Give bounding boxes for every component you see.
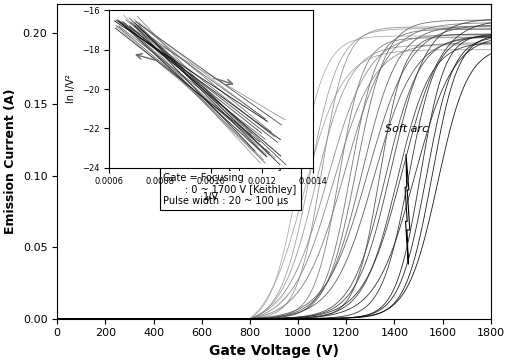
Text: Anode : 5 kV [Spellman]
Gate = Focusing
       : 0 ~ 1700 V [Keithley]
Pulse wid: Anode : 5 kV [Spellman] Gate = Focusing … — [163, 161, 297, 206]
Y-axis label: Emission Current (A): Emission Current (A) — [4, 89, 17, 234]
Text: Soft arc: Soft arc — [384, 124, 428, 134]
X-axis label: Gate Voltage (V): Gate Voltage (V) — [209, 344, 339, 358]
